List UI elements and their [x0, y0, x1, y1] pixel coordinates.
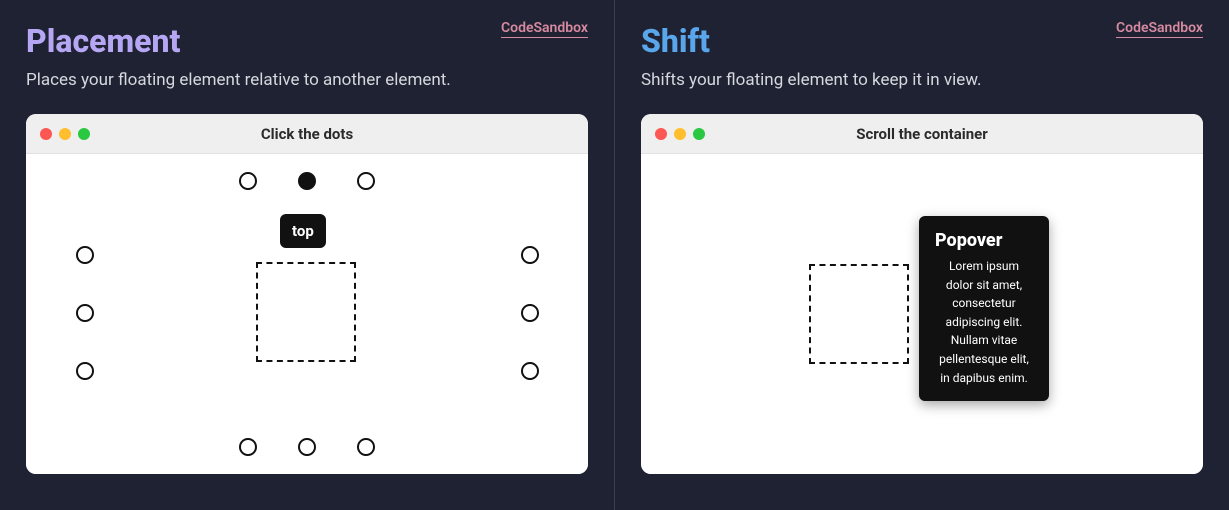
placement-dot[interactable]: [521, 246, 539, 264]
scroll-container[interactable]: Popover Lorem ipsum dolor sit amet, cons…: [641, 154, 1203, 474]
placement-dot[interactable]: [239, 172, 257, 190]
traffic-light-yellow-icon[interactable]: [59, 128, 71, 140]
traffic-light-red-icon[interactable]: [40, 128, 52, 140]
traffic-light-red-icon[interactable]: [655, 128, 667, 140]
shift-description: Shifts your floating element to keep it …: [641, 70, 1203, 90]
reference-box: [809, 264, 909, 364]
placement-dot[interactable]: [76, 246, 94, 264]
traffic-lights: [641, 128, 705, 140]
placement-dot[interactable]: [76, 304, 94, 322]
placement-window: Click the dots top: [26, 114, 588, 474]
codesandbox-link[interactable]: CodeSandbox: [1116, 20, 1203, 38]
window-title: Scroll the container: [641, 125, 1203, 143]
traffic-lights: [26, 128, 90, 140]
popover-body: Lorem ipsum dolor sit amet, consectetur …: [935, 257, 1033, 387]
placement-panel: CodeSandbox Placement Places your floati…: [0, 0, 615, 510]
shift-window: Scroll the container Popover Lorem ipsum…: [641, 114, 1203, 474]
window-titlebar: Click the dots: [26, 114, 588, 154]
window-title: Click the dots: [26, 125, 588, 143]
placement-dot[interactable]: [298, 438, 316, 456]
codesandbox-link[interactable]: CodeSandbox: [501, 20, 588, 38]
placement-dot[interactable]: [239, 438, 257, 456]
traffic-light-green-icon[interactable]: [78, 128, 90, 140]
window-titlebar: Scroll the container: [641, 114, 1203, 154]
traffic-light-yellow-icon[interactable]: [674, 128, 686, 140]
placement-dot[interactable]: [357, 438, 375, 456]
placement-dot[interactable]: [521, 304, 539, 322]
popover: Popover Lorem ipsum dolor sit amet, cons…: [919, 216, 1049, 401]
placement-body: top: [26, 154, 588, 474]
shift-body: Popover Lorem ipsum dolor sit amet, cons…: [641, 154, 1203, 474]
placement-description: Places your floating element relative to…: [26, 70, 588, 90]
traffic-light-green-icon[interactable]: [693, 128, 705, 140]
shift-panel: CodeSandbox Shift Shifts your floating e…: [615, 0, 1229, 510]
placement-dot[interactable]: [521, 362, 539, 380]
reference-box: [256, 262, 356, 362]
placement-dot[interactable]: [298, 172, 316, 190]
popover-title: Popover: [935, 230, 1033, 251]
placement-dot[interactable]: [76, 362, 94, 380]
placement-tooltip: top: [280, 214, 326, 248]
placement-dot[interactable]: [357, 172, 375, 190]
